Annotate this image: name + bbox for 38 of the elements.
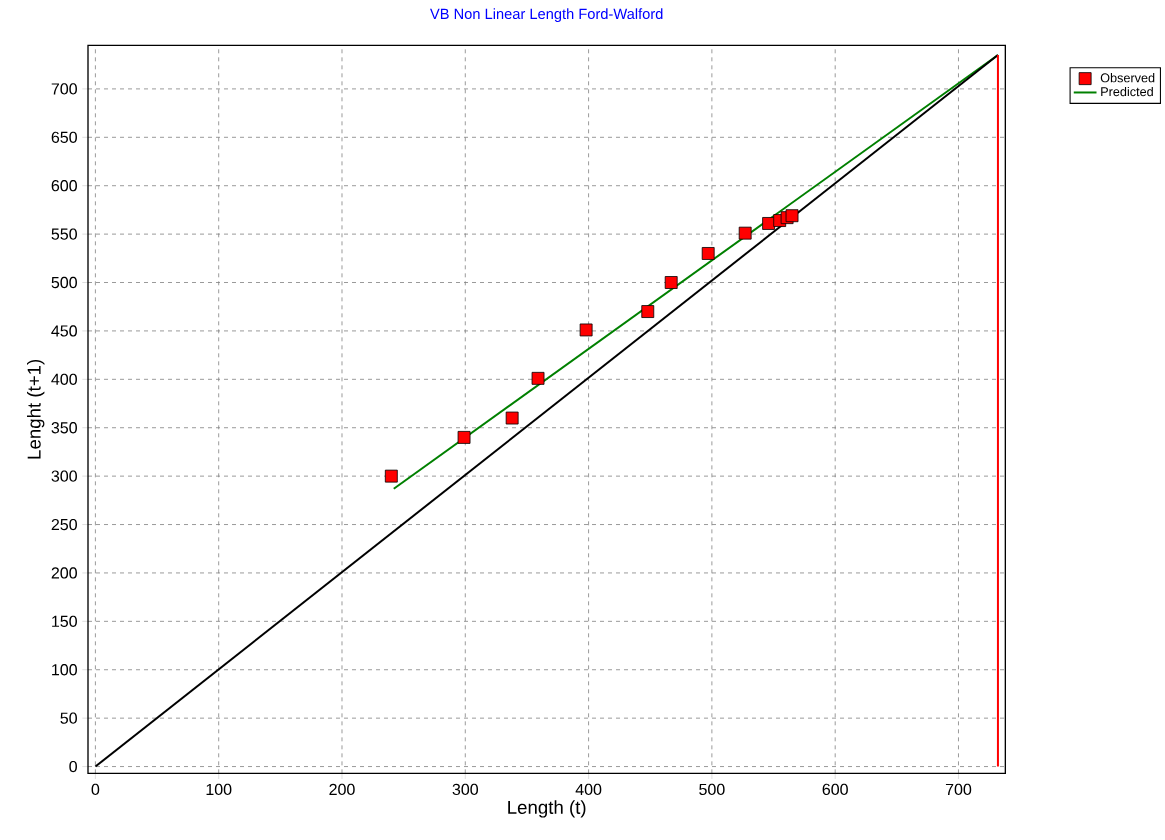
point (641, 305, 655, 318)
x-axis-title: Length (t) (508, 800, 586, 818)
y-tick-label: 200 (51, 567, 77, 579)
y-axis-title: Lenght (t+1) (27, 359, 45, 459)
y-tick-label: 250 (51, 518, 77, 531)
x-tick-label: 500 (699, 783, 725, 796)
y-tick-label: 500 (51, 276, 77, 289)
x-tick-label: 400 (575, 783, 602, 796)
x-tick-label: 600 (822, 783, 848, 796)
point (785, 209, 799, 223)
y-tick-label: 400 (51, 373, 77, 385)
point (738, 226, 752, 240)
y-tick-label: 300 (51, 470, 77, 482)
legend-label: Observed (1100, 73, 1155, 83)
point (701, 247, 715, 260)
x-tick-label: 300 (452, 783, 479, 796)
y-tick-label: 550 (51, 228, 77, 240)
point (505, 411, 519, 425)
x-tick-label: 700 (945, 783, 972, 796)
y-tick-label: 50 (60, 712, 77, 724)
legend-label: Predicted (1101, 86, 1153, 97)
point (384, 469, 398, 483)
y-tick-label: 100 (52, 664, 77, 676)
y-tick-label: 450 (51, 325, 77, 337)
point (579, 323, 593, 337)
x-tick-label: 0 (91, 783, 100, 796)
point (457, 431, 471, 444)
y-tick-label: 350 (51, 422, 77, 434)
chart-title: VB Non Linear Length Ford-Walford (430, 8, 663, 22)
x-tick-label: 100 (206, 783, 232, 796)
point (664, 276, 678, 289)
x-tick-label: 200 (329, 783, 355, 796)
y-tick-label: 600 (51, 180, 77, 192)
y-tick-label: 700 (51, 83, 77, 95)
y-tick-label: 0 (69, 760, 77, 773)
y-tick-label: 650 (51, 131, 77, 143)
point (531, 371, 545, 385)
y-tick-label: 150 (52, 615, 77, 627)
